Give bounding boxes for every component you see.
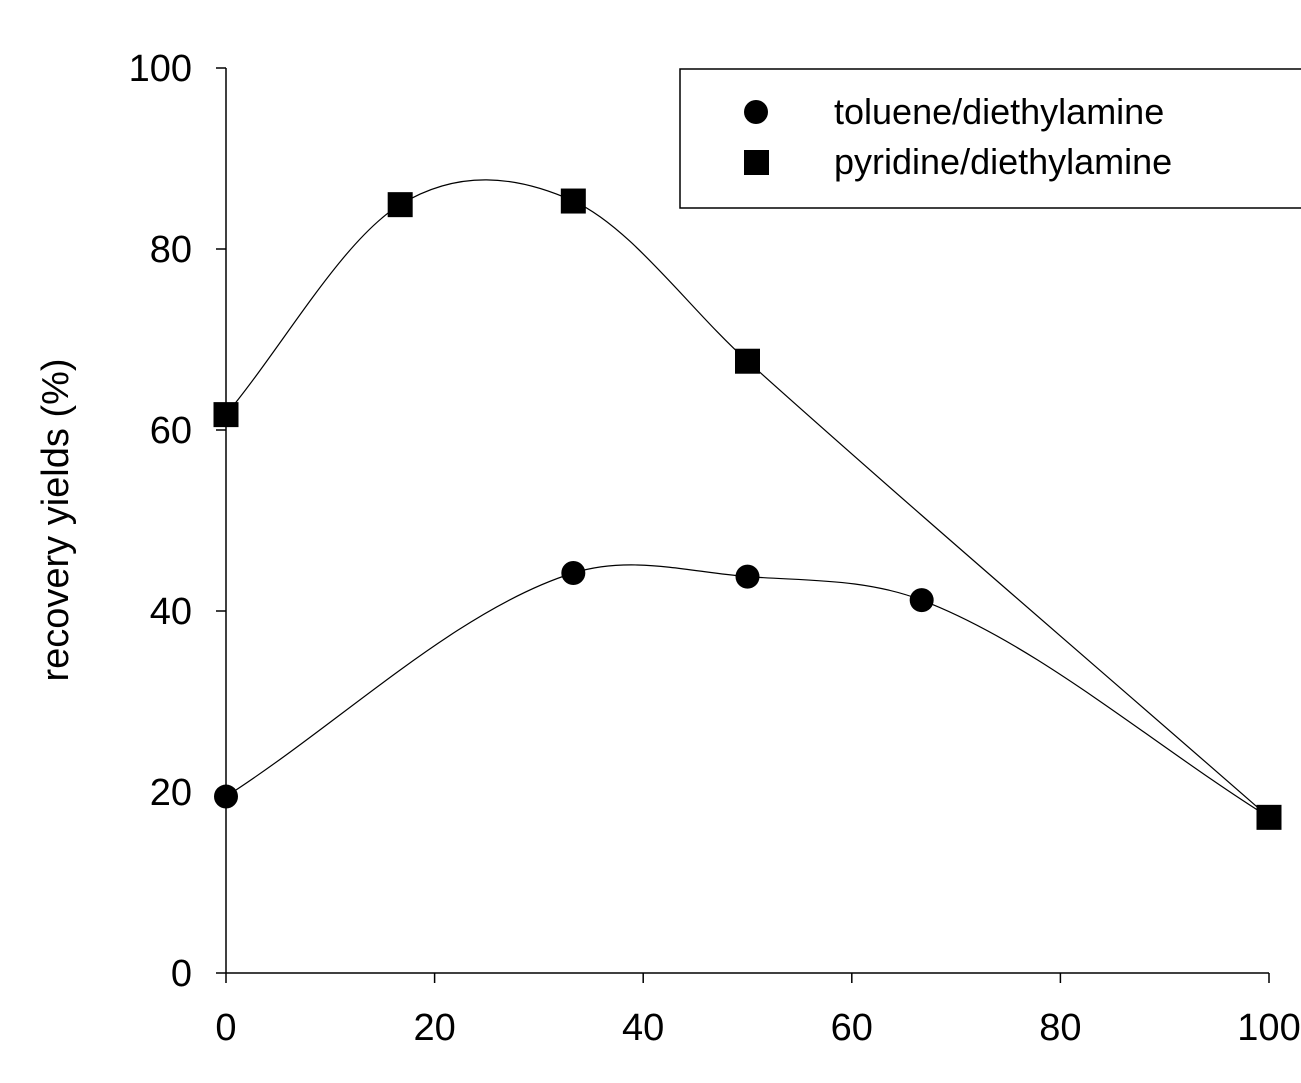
- y-tick-label: 40: [150, 591, 192, 633]
- fit-curve-series-0: [225, 564, 1270, 818]
- x-tick-label: 60: [831, 1007, 873, 1049]
- data-point-circle: [214, 784, 238, 809]
- data-markers: [213, 188, 1282, 830]
- y-tick-label: 20: [150, 772, 192, 814]
- data-point-circle: [909, 588, 934, 613]
- legend-marker-pyridine: [744, 150, 769, 175]
- legend-box: [679, 68, 1301, 209]
- y-tick-label: 0: [171, 953, 192, 995]
- x-tick-label: 0: [215, 1007, 236, 1049]
- data-point-circle: [561, 560, 586, 585]
- y-ticks: 0 20 40 60 80 100: [129, 48, 226, 995]
- data-point-square: [735, 348, 760, 374]
- data-point-square: [560, 188, 586, 214]
- y-axis-title: recovery yields (%): [35, 358, 77, 681]
- data-point-square: [387, 192, 413, 218]
- y-tick-label: 60: [150, 410, 192, 452]
- x-tick-label: 40: [622, 1007, 664, 1049]
- y-tick-label: 100: [129, 48, 192, 90]
- fit-curve-series-1: [225, 179, 1270, 818]
- data-point-square: [213, 402, 239, 428]
- x-tick-label: 100: [1237, 1007, 1300, 1049]
- x-ticks: 0 20 40 60 80 100: [215, 973, 1301, 1049]
- x-tick-label: 80: [1039, 1007, 1081, 1049]
- fit-curves: [225, 179, 1270, 818]
- data-point-circle: [735, 564, 760, 589]
- legend-marker-toluene: [744, 100, 768, 124]
- axes: [225, 68, 1269, 974]
- legend-label-pyridine: pyridine/diethylamine: [834, 141, 1172, 182]
- legend: toluene/diethylamine pyridine/diethylami…: [679, 68, 1301, 209]
- y-tick-label: 80: [150, 229, 192, 271]
- legend-label-toluene: toluene/diethylamine: [834, 91, 1164, 132]
- x-tick-label: 20: [413, 1007, 455, 1049]
- data-point-square: [1256, 804, 1282, 830]
